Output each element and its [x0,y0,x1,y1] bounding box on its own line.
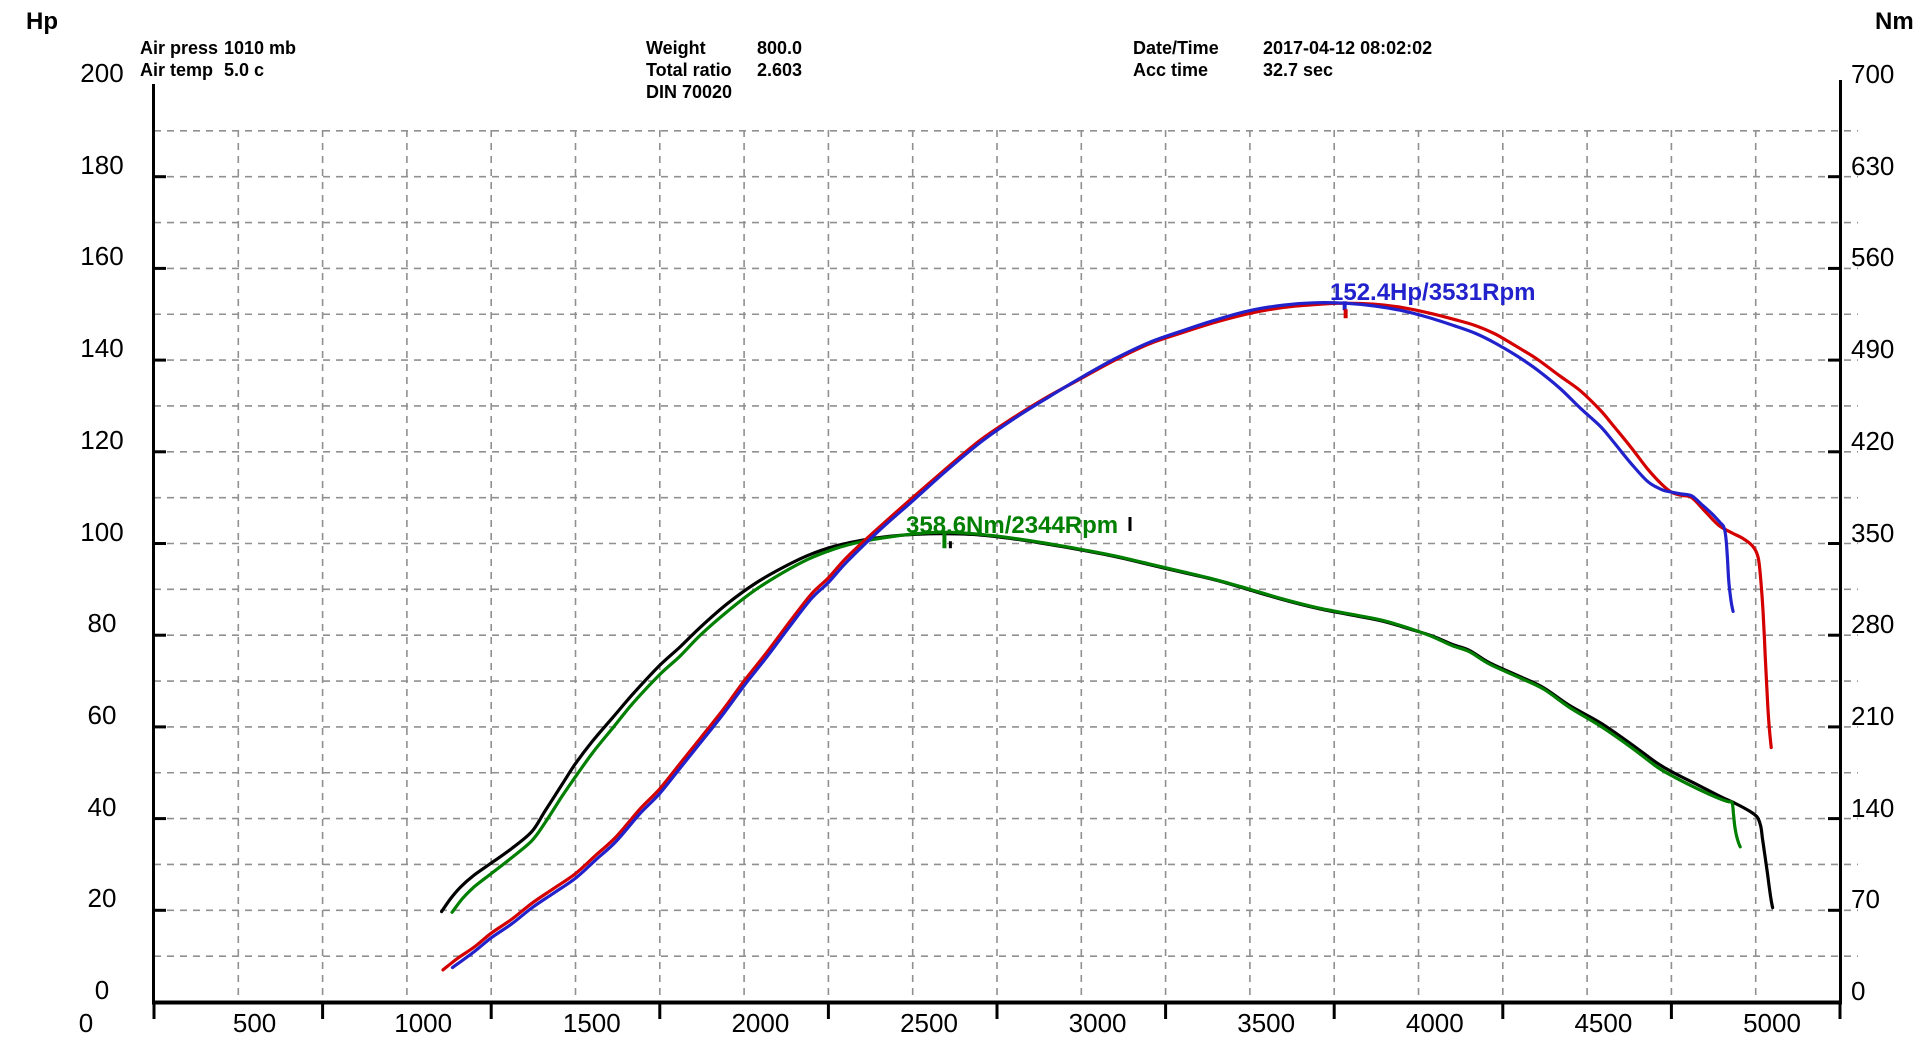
header-row-value: 1010 mb [224,38,297,58]
left-axis-tick-label: 180 [80,149,124,180]
right-axis-tick-label: 630 [1851,150,1895,181]
curve-torque-run-green [450,530,1742,914]
left-axis-tick-label: 120 [80,424,124,455]
x-axis-tick-label: 2500 [900,1008,958,1038]
header-row-label: Air temp [140,60,214,80]
left-axis-tick-label: 160 [80,241,124,272]
x-axis-tick-label: 3500 [1237,1008,1296,1038]
right-axis-tick-label: 560 [1851,242,1895,273]
header-row-label: Air press [140,38,219,58]
right-axis-tick-label: 140 [1851,792,1895,823]
curve-power-run-blue [450,301,1735,970]
x-axis-tick-label: 0 [78,1008,94,1038]
left-axis-tick-label: 40 [87,791,117,822]
header-row-value: 2017-04-12 08:02:02 [1263,38,1433,58]
x-axis-tick-label: 1000 [394,1008,453,1038]
header-row-label: DIN 70020 [646,82,733,102]
header-row-value: 2.603 [757,60,803,80]
power-peak-annotation: 152.4Hp/3531Rpm [1330,279,1536,306]
right-axis-tick-label: 0 [1851,976,1866,1006]
left-axis-tick-label: 140 [80,333,124,364]
curve-torque-run-black [440,532,1775,914]
x-axis-tick-label: 4000 [1405,1008,1464,1038]
header-row-label: Acc time [1133,60,1209,80]
right-axis-tick-label: 280 [1851,609,1895,640]
header-row-value: 800.0 [757,38,803,58]
header-row-label: Weight [646,38,706,58]
left-axis-tick-label: 100 [80,516,124,547]
header-row-value: 5.0 c [224,60,265,80]
x-axis-tick-label: 5000 [1743,1008,1801,1038]
left-axis-tick-label: 0 [94,975,110,1005]
left-axis-tick-label: 80 [87,608,117,639]
right-axis-tick-label: 700 [1851,59,1895,89]
right-axis-tick-label: 420 [1851,425,1895,456]
header-row-label: Total ratio [646,60,732,80]
torque-peak-annotation: 358.6Nm/2344Rpm [906,512,1119,539]
curve-power-run-red [441,301,1773,972]
x-axis-tick-label: 500 [232,1008,277,1038]
x-axis-tick-label: 2000 [731,1008,790,1038]
left-axis-tick-label: 60 [87,699,117,730]
x-axis-tick-label: 4500 [1574,1008,1633,1038]
x-axis-tick-label: 3000 [1068,1008,1127,1038]
right-axis-tick-label: 350 [1851,517,1895,548]
x-axis-tick-label: 1500 [562,1008,621,1038]
header-row-label: Date/Time [1133,38,1219,58]
left-axis-tick-label: 20 [87,883,117,914]
right-axis-tick-label: 490 [1851,334,1895,365]
left-axis-tick-label: 200 [80,58,124,88]
right-axis-tick-label: 210 [1851,700,1895,731]
header-row-value: 32.7 sec [1263,60,1334,80]
left-axis-unit-label: Hp [26,8,58,35]
right-axis-unit-label: Nm [1875,8,1913,35]
right-axis-tick-label: 70 [1851,884,1880,915]
